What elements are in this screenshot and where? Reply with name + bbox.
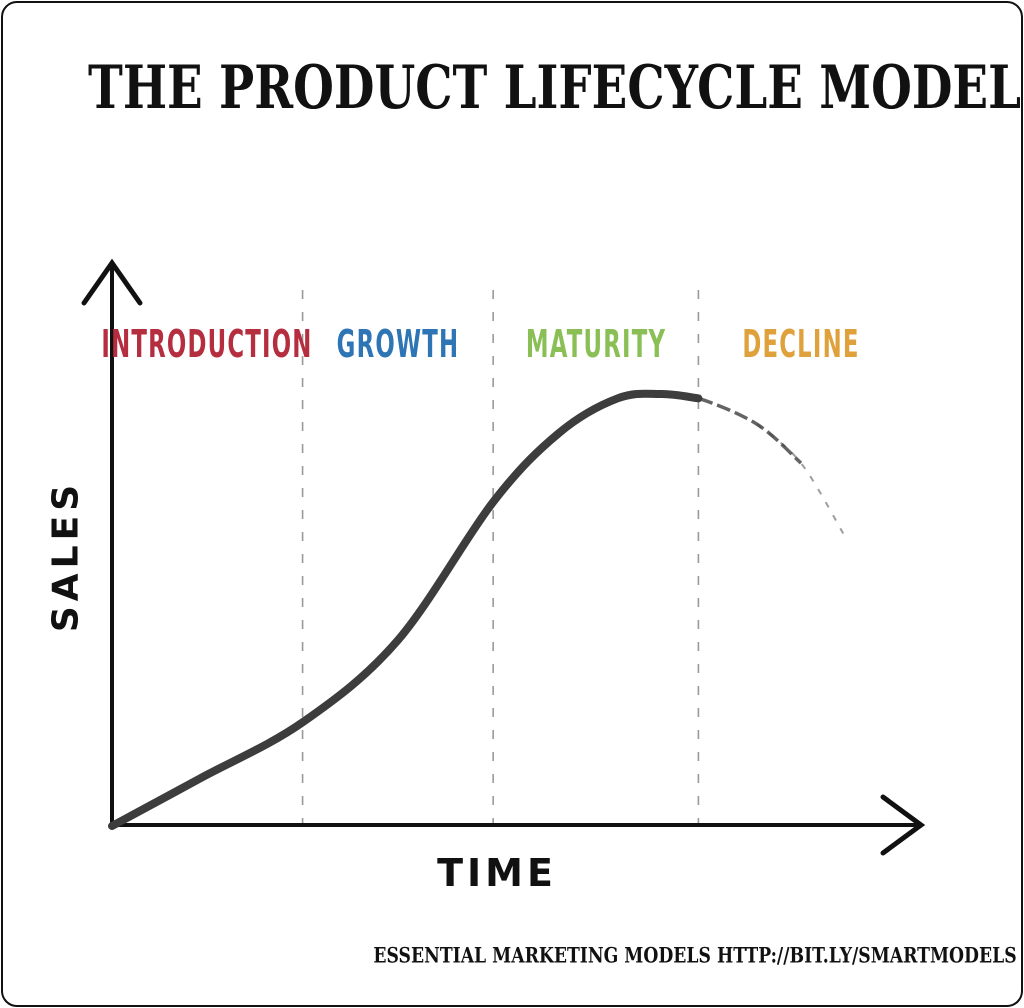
phase-label-decline: DECLINE (742, 322, 860, 366)
sales-curve-decline-fade (756, 423, 846, 538)
sales-curve (108, 389, 703, 830)
sales-axis-arrow-icon (81, 258, 143, 306)
time-axis-arrow-icon (880, 794, 926, 856)
footer-credit: ESSENTIAL MARKETING MODELS HTTP://BIT.LY… (373, 942, 1017, 968)
x-axis-label: TIME (437, 851, 557, 895)
phase-label-maturity: MATURITY (525, 322, 666, 366)
page-title: THE PRODUCT LIFECYCLE MODEL (88, 53, 1022, 123)
y-axis-label: SALES (45, 479, 87, 633)
phase-label-introduction: INTRODUCTION (101, 322, 313, 366)
sales-curve-decline (661, 392, 803, 465)
phase-label-growth: GROWTH (336, 322, 460, 366)
sales-curve-sketch-overlay (111, 395, 699, 830)
